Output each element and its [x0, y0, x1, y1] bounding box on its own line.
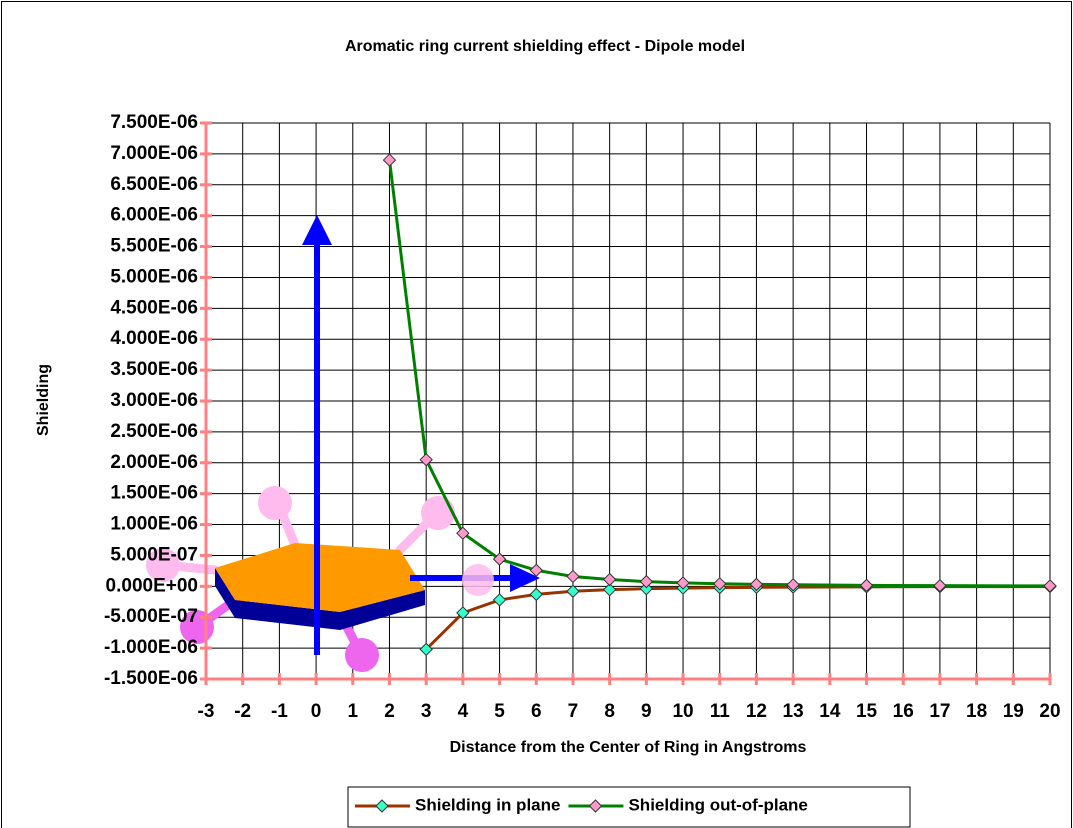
- x-tick-label: 6: [531, 701, 542, 722]
- page: {"chart_data": { "type": "line", "title"…: [0, 0, 1073, 828]
- atom: [462, 564, 494, 596]
- y-tick-label: 1.000E-06: [110, 514, 198, 535]
- y-tick-label: -1.000E-06: [104, 637, 198, 658]
- y-tick-label: 5.000E-07: [110, 544, 198, 565]
- x-tick-label: -3: [198, 701, 215, 722]
- y-tick-label: 6.000E-06: [110, 205, 198, 226]
- x-tick-label: 16: [893, 701, 914, 722]
- y-tick-label: 2.500E-06: [110, 421, 198, 442]
- arrow-shaft: [314, 240, 320, 655]
- x-tick-label: 7: [568, 701, 579, 722]
- x-tick-label: 13: [783, 701, 804, 722]
- x-tick-label: 8: [604, 701, 615, 722]
- x-axis-label: Distance from the Center of Ring in Angs…: [450, 739, 807, 756]
- chart: Aromatic ring current shielding effect -…: [0, 0, 1073, 828]
- y-axis-label: Shielding: [35, 364, 52, 436]
- x-tick-label: 14: [819, 701, 841, 722]
- y-tick-label: 4.500E-06: [110, 297, 198, 318]
- chart-title: Aromatic ring current shielding effect -…: [345, 38, 745, 55]
- y-tick-label: 3.000E-06: [110, 390, 198, 411]
- y-tick-label: 4.000E-06: [110, 328, 198, 349]
- x-tick-label: 3: [421, 701, 432, 722]
- legend-label: Shielding in plane: [415, 795, 560, 814]
- y-tick-label: 6.500E-06: [110, 174, 198, 195]
- x-tick-label: 17: [929, 701, 950, 722]
- y-tick-label: 7.000E-06: [110, 143, 198, 164]
- x-tick-label: 12: [746, 701, 767, 722]
- x-tick-label: -2: [234, 701, 251, 722]
- legend-label: Shielding out-of-plane: [628, 795, 807, 814]
- y-tick-label: 3.500E-06: [110, 359, 198, 380]
- x-tick-label: 10: [672, 701, 693, 722]
- y-tick-label: 5.000E-06: [110, 266, 198, 287]
- x-tick-label: 19: [1003, 701, 1024, 722]
- atom: [345, 638, 379, 672]
- x-tick-label: 11: [710, 701, 731, 722]
- y-tick-label: -1.500E-06: [104, 668, 198, 689]
- x-tick-label: 4: [458, 701, 469, 722]
- x-tick-label: 15: [856, 701, 878, 722]
- x-tick-label: 9: [641, 701, 652, 722]
- x-tick-label: 1: [347, 701, 358, 722]
- x-tick-label: 0: [311, 701, 322, 722]
- y-tick-label: 7.500E-06: [110, 112, 198, 133]
- x-tick-label: 18: [966, 701, 987, 722]
- y-tick-label: 1.500E-06: [110, 483, 198, 504]
- x-tick-label: 5: [494, 701, 505, 722]
- y-tick-label: -5.000E-07: [104, 606, 198, 627]
- atom: [421, 496, 455, 530]
- atom: [258, 486, 292, 520]
- y-tick-label: 0.000E+00: [106, 575, 198, 596]
- x-tick-label: 20: [1039, 701, 1060, 722]
- y-tick-label: 2.000E-06: [110, 452, 198, 473]
- x-tick-label: 2: [384, 701, 395, 722]
- x-tick-label: -1: [271, 701, 288, 722]
- y-tick-label: 5.500E-06: [110, 236, 198, 257]
